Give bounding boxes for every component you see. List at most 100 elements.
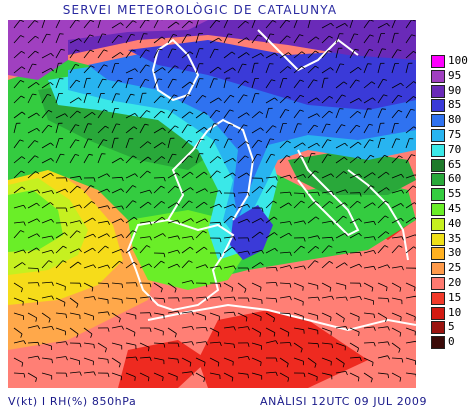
wind-barb: [195, 327, 207, 329]
wind-barb-flag: [187, 94, 192, 97]
wind-barb-flag: [357, 347, 359, 353]
wind-barb-flag: [161, 36, 166, 40]
wind-barb: [83, 282, 94, 288]
legend-label: 55: [448, 187, 462, 201]
wind-barb-flag: [65, 373, 68, 378]
wind-barb-flag: [135, 356, 138, 361]
legend-swatch: [431, 69, 445, 83]
wind-barb-flag: [243, 94, 248, 97]
wind-barb: [251, 372, 262, 376]
wind-barb: [223, 67, 233, 74]
wind-barb: [405, 185, 414, 194]
wind-barb-flag: [275, 298, 278, 303]
wind-barb-flag: [176, 202, 180, 206]
wind-barb-flag: [160, 288, 163, 293]
wind-barb-flag: [149, 221, 152, 226]
wind-barb: [27, 50, 36, 59]
wind-barb: [293, 245, 302, 254]
wind-barb-flag: [76, 110, 81, 114]
wind-barb: [405, 20, 412, 29]
wind-barb-flag: [47, 94, 52, 96]
wind-barb-flag: [51, 359, 53, 364]
wind-barb-flag: [93, 296, 96, 301]
wind-barb-flag: [246, 172, 250, 176]
wind-barb: [125, 34, 132, 44]
wind-barb-flag: [148, 263, 153, 268]
wind-barb-flag: [90, 49, 95, 53]
wind-barb: [167, 235, 178, 239]
wind-barb-flag: [344, 262, 348, 266]
wind-barb-flag: [190, 218, 194, 222]
wind-barb-flag: [177, 219, 181, 224]
wind-barb: [391, 312, 402, 318]
legend-label: 35: [448, 231, 462, 245]
wind-barb-flag: [147, 377, 150, 382]
wind-barb: [167, 372, 178, 377]
wind-barb-flag: [188, 200, 193, 204]
wind-barb-flag: [381, 48, 387, 50]
wind-barb: [307, 327, 318, 331]
wind-barb-flag: [149, 327, 152, 333]
wind-barb-flag: [369, 139, 374, 142]
wind-barb-flag: [90, 20, 95, 23]
legend-swatch: [431, 84, 445, 98]
wind-barb: [125, 68, 136, 74]
wind-barb-flag: [228, 138, 233, 140]
wind-barb: [195, 296, 206, 299]
wind-barb: [139, 296, 150, 299]
wind-barb-flag: [78, 97, 82, 101]
wind-barb-flag: [243, 124, 248, 127]
wind-barb: [335, 33, 340, 44]
wind-barb: [223, 95, 231, 104]
wind-barb: [83, 138, 89, 149]
wind-barb-flag: [413, 126, 416, 129]
wind-barb-flag: [289, 296, 292, 301]
color-legend: 100 95 90 85 80 75 70 65 60 55 45 40 35 30 25 20 15 10 5 0: [429, 54, 475, 355]
legend-item: 70: [429, 143, 475, 157]
legend-label: 100: [448, 54, 468, 67]
wind-barb: [307, 113, 318, 119]
wind-barb: [139, 110, 147, 119]
wind-barb-flag: [384, 245, 389, 248]
wind-barb: [265, 282, 277, 284]
wind-barb: [167, 172, 177, 179]
analysis-time-caption: ANÀLISI 12UTC 09 JUL 2009: [260, 395, 428, 408]
wind-barb: [181, 140, 189, 149]
wind-barb-flag: [330, 317, 332, 322]
wind-barb-flag: [65, 207, 68, 213]
wind-barb: [111, 282, 123, 285]
wind-barb: [13, 51, 22, 59]
wind-barb: [97, 205, 108, 209]
wind-barb: [349, 218, 360, 224]
wind-barb: [209, 66, 219, 74]
wind-barb: [167, 327, 177, 334]
wind-barb-flag: [175, 21, 180, 25]
wind-barb: [83, 185, 91, 194]
wind-barb-flag: [134, 68, 138, 72]
wind-barb-flag: [358, 218, 362, 222]
wind-barb: [125, 216, 135, 224]
wind-barb: [321, 50, 329, 59]
wind-barb-flag: [270, 33, 275, 35]
wind-barb: [335, 262, 345, 269]
wind-barb-flag: [343, 156, 348, 161]
wind-barb: [363, 34, 371, 44]
wind-barb-flag: [162, 127, 166, 131]
wind-barb-flag: [202, 95, 207, 98]
wind-barb-flag: [387, 374, 389, 379]
wind-barb: [321, 261, 330, 269]
wind-barb: [377, 22, 387, 29]
wind-barb: [41, 295, 52, 299]
wind-barb-flag: [299, 34, 304, 37]
wind-barb-flag: [399, 377, 402, 382]
wind-barb: [391, 155, 400, 164]
wind-barb-flag: [35, 35, 39, 39]
wind-barb-flag: [189, 171, 194, 175]
wind-barb-flag: [51, 249, 55, 254]
legend-label: 95: [448, 68, 462, 82]
wind-barb-flag: [245, 317, 248, 322]
wind-barb-flag: [187, 124, 192, 127]
wind-barb-flag: [314, 50, 319, 54]
wind-barb-flag: [105, 125, 109, 129]
wind-barb: [27, 312, 37, 319]
